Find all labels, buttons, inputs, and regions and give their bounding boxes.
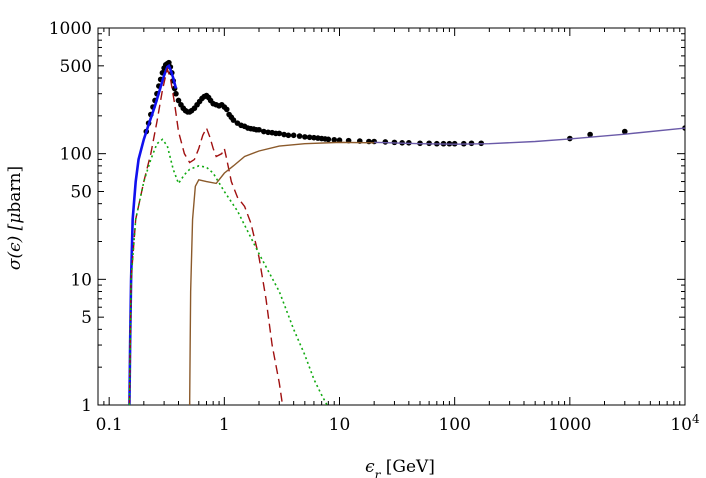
x-tick-label-4: 1000 (548, 415, 591, 435)
series-line-dashed (128, 66, 284, 405)
y-tick-label-2: 10 (70, 270, 92, 290)
data-point-50 (260, 128, 267, 135)
y-tick-label-5: 500 (60, 57, 92, 77)
data-point-49 (256, 126, 262, 133)
data-point-60 (306, 134, 313, 141)
plot-frame (97, 27, 686, 406)
y-tick-label-0: 1 (81, 396, 92, 416)
x-axis-label: ϵr [GeV] (365, 457, 435, 478)
data-point-38 (223, 106, 230, 113)
x-label-subscript: r (375, 468, 382, 478)
x-label-unit: [GeV] (380, 457, 435, 477)
data-point-67 (336, 137, 343, 143)
data-point-59 (302, 134, 308, 140)
data-point-56 (285, 132, 292, 139)
data-points (143, 59, 685, 147)
data-point-65 (325, 136, 332, 143)
data-point-41 (230, 117, 237, 123)
data-point-58 (296, 133, 303, 139)
data-point-18 (175, 97, 182, 104)
y-tick-label-4: 100 (60, 145, 92, 165)
axis-ticks (97, 27, 686, 406)
data-point-87 (621, 128, 628, 135)
data-point-72 (382, 139, 389, 145)
x-tick-label-2: 10 (329, 415, 351, 435)
series-line-dotted (128, 138, 328, 405)
data-point-86 (587, 131, 593, 138)
y-axis-label: σ(ϵ) [μbarn] (5, 166, 25, 270)
data-point-17 (173, 90, 179, 97)
series-line-solid-2 (374, 127, 685, 145)
y-tick-label-3: 50 (70, 182, 92, 202)
y-label-unit: barn] (5, 166, 25, 213)
x-tick-label-1: 1 (219, 415, 230, 435)
data-point-57 (290, 132, 297, 139)
data-point-54 (276, 130, 283, 137)
series-line-solid-5 (188, 141, 375, 405)
y-tick-label-6: 1000 (49, 19, 92, 39)
x-tick-label-5: 104 (670, 412, 700, 435)
series-line-solid-1 (128, 63, 178, 405)
y-label-mu: μ (5, 213, 25, 224)
data-point-12 (166, 59, 172, 66)
data-point-66 (331, 136, 338, 143)
x-label-symbol: ϵ (365, 457, 375, 477)
x-tick-label-0: 0.1 (96, 415, 123, 435)
y-label-prefix: σ(ϵ) [ (5, 223, 25, 270)
series-layer (128, 59, 685, 405)
data-point-55 (281, 131, 287, 138)
y-tick-label-1: 5 (81, 308, 92, 328)
x-tick-label-3: 100 (438, 415, 470, 435)
